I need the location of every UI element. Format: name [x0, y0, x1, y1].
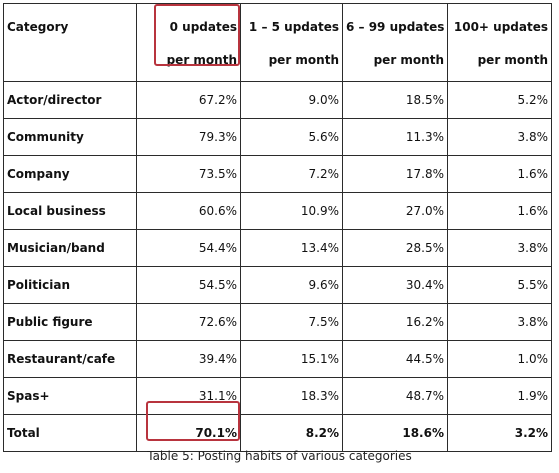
value-cell: 18.6% [342, 414, 448, 452]
value-cell: 54.5% [136, 266, 241, 304]
value-cell: 5.2% [447, 81, 552, 119]
table-row: Company 73.5% 7.2% 17.8% 1.6% [3, 155, 552, 193]
value-cell: 10.9% [240, 192, 343, 230]
value-cell: 7.5% [240, 303, 343, 341]
value-cell: 8.2% [240, 414, 343, 452]
table-row: Local business 60.6% 10.9% 27.0% 1.6% [3, 192, 552, 230]
header-cell-4: 100+ updates per month [447, 3, 552, 82]
value-cell: 60.6% [136, 192, 241, 230]
table-row: Spas+ 31.1% 18.3% 48.7% 1.9% [3, 377, 552, 415]
value-cell: 5.5% [447, 266, 552, 304]
value-cell: 18.5% [342, 81, 448, 119]
total-row: Total 70.1% 8.2% 18.6% 3.2% [3, 414, 552, 452]
header-line-1: 100+ updates [453, 20, 548, 34]
header-cell-3: 6 – 99 updates per month [342, 3, 448, 82]
value-cell: 18.3% [240, 377, 343, 415]
value-cell: 9.0% [240, 81, 343, 119]
value-cell: 67.2% [136, 81, 241, 119]
value-cell: 13.4% [240, 229, 343, 267]
value-cell: 28.5% [342, 229, 448, 267]
table-row: Musician/band 54.4% 13.4% 28.5% 3.8% [3, 229, 552, 267]
table-row: Public figure 72.6% 7.5% 16.2% 3.8% [3, 303, 552, 341]
value-cell: 17.8% [342, 155, 448, 193]
value-cell: 11.3% [342, 118, 448, 156]
value-cell: 15.1% [240, 340, 343, 378]
value-cell: 1.6% [447, 155, 552, 193]
value-cell: 7.2% [240, 155, 343, 193]
header-cell-category: Category [3, 3, 137, 82]
category-cell: Total [3, 414, 137, 452]
header-line-1: 6 – 99 updates [346, 20, 445, 34]
header-line-2: per month [373, 53, 444, 67]
header-cell-1: 0 updates per month [136, 3, 241, 82]
posting-habits-table: Category 0 updates per month 1 – 5 updates p… [3, 3, 552, 452]
header-line-2: per month [166, 53, 237, 67]
category-cell: Spas+ [3, 377, 137, 415]
value-cell: 39.4% [136, 340, 241, 378]
value-cell: 48.7% [342, 377, 448, 415]
value-cell: 1.9% [447, 377, 552, 415]
value-cell: 1.6% [447, 192, 552, 230]
category-cell: Local business [3, 192, 137, 230]
table-container: Category 0 updates per month 1 – 5 updates p… [3, 3, 552, 452]
category-cell: Musician/band [3, 229, 137, 267]
table-header: Category 0 updates per month 1 – 5 updates p… [3, 3, 552, 82]
header-line-2: per month [477, 53, 548, 67]
category-cell: Restaurant/cafe [3, 340, 137, 378]
value-cell: 16.2% [342, 303, 448, 341]
header-line-1: 1 – 5 updates [248, 20, 339, 34]
value-cell: 44.5% [342, 340, 448, 378]
category-cell: Politician [3, 266, 137, 304]
value-cell: 72.6% [136, 303, 241, 341]
table-row: Actor/director 67.2% 9.0% 18.5% 5.2% [3, 81, 552, 119]
value-cell: 1.0% [447, 340, 552, 378]
header-cell-2: 1 – 5 updates per month [240, 3, 343, 82]
table-caption: Table 5: Posting habits of various categ… [147, 449, 412, 463]
value-cell: 3.8% [447, 229, 552, 267]
category-cell: Community [3, 118, 137, 156]
value-cell: 73.5% [136, 155, 241, 193]
value-cell: 3.8% [447, 118, 552, 156]
value-cell: 31.1% [136, 377, 241, 415]
table-body: Actor/director 67.2% 9.0% 18.5% 5.2% Communit… [3, 81, 552, 452]
value-cell: 5.6% [240, 118, 343, 156]
value-cell: 70.1% [136, 414, 241, 452]
value-cell: 54.4% [136, 229, 241, 267]
header-row: Category 0 updates per month 1 – 5 updates p… [3, 3, 552, 82]
header-line-1: 0 updates [169, 20, 237, 34]
category-cell: Public figure [3, 303, 137, 341]
header-line-1: Category [7, 20, 69, 34]
value-cell: 3.2% [447, 414, 552, 452]
value-cell: 9.6% [240, 266, 343, 304]
value-cell: 30.4% [342, 266, 448, 304]
table-row: Politician 54.5% 9.6% 30.4% 5.5% [3, 266, 552, 304]
table-row: Community 79.3% 5.6% 11.3% 3.8% [3, 118, 552, 156]
header-line-2: per month [268, 53, 339, 67]
category-cell: Actor/director [3, 81, 137, 119]
value-cell: 27.0% [342, 192, 448, 230]
value-cell: 79.3% [136, 118, 241, 156]
value-cell: 3.8% [447, 303, 552, 341]
category-cell: Company [3, 155, 137, 193]
table-row: Restaurant/cafe 39.4% 15.1% 44.5% 1.0% [3, 340, 552, 378]
